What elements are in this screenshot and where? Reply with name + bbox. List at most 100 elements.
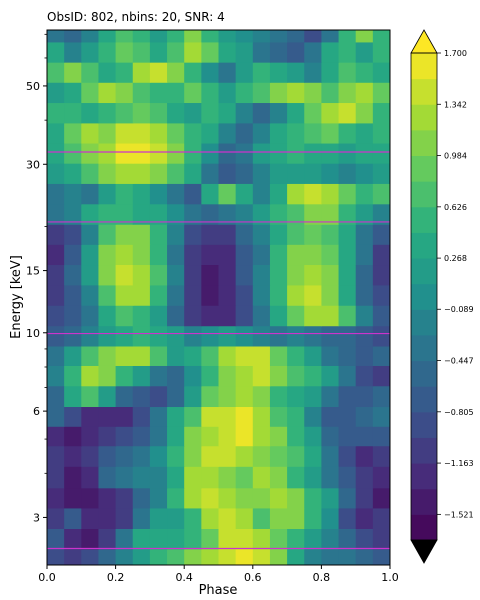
heatmap-cell [338, 142, 357, 164]
heatmap-cell [47, 528, 65, 550]
heatmap-cell [218, 365, 237, 387]
heatmap-cell [115, 528, 134, 550]
heatmap-cell [64, 224, 82, 245]
heatmap-cell [338, 426, 357, 447]
heatmap-cell [321, 445, 340, 467]
heatmap-cell [269, 284, 288, 306]
heatmap-cell [98, 102, 117, 124]
heatmap-cell [64, 41, 82, 63]
heatmap-cell [355, 224, 374, 245]
heatmap-cell [132, 528, 151, 550]
heatmap-cell [235, 487, 254, 509]
heatmap-cell [201, 507, 220, 529]
heatmap-cell [64, 548, 82, 565]
heatmap-cell [218, 264, 237, 286]
heatmap-cell [47, 507, 65, 529]
heatmap-cell [98, 183, 117, 205]
colorbar-level [411, 411, 437, 438]
heatmap-cell [338, 41, 357, 63]
colorbar-level [411, 258, 437, 285]
heatmap-cell [167, 142, 185, 164]
heatmap-cell [235, 445, 254, 467]
y-tick-label: 10 [26, 327, 40, 340]
heatmap-cell [252, 284, 271, 306]
heatmap-cell [287, 325, 305, 347]
heatmap-cell [287, 102, 305, 124]
heatmap-cell [115, 183, 134, 205]
heatmap-cell [47, 548, 65, 565]
heatmap-cell [132, 142, 151, 164]
heatmap-cell [115, 406, 134, 427]
heatmap-cell [167, 305, 185, 327]
heatmap-cell [132, 224, 151, 245]
heatmap-cell [201, 426, 220, 447]
heatmap-cell [115, 62, 134, 83]
heatmap-cell [304, 62, 322, 83]
heatmap-cell [304, 284, 322, 306]
heatmap-cell [47, 224, 65, 245]
heatmap-cell [372, 244, 390, 266]
heatmap-cell [355, 466, 374, 489]
heatmap-cell [64, 122, 82, 144]
heatmap-cell [269, 487, 288, 509]
heatmap-cell [167, 41, 185, 63]
heatmap-cell [321, 548, 340, 565]
colorbar-level [411, 104, 437, 131]
heatmap-cell [115, 325, 134, 347]
colorbar-tick-label: −0.805 [444, 408, 474, 417]
x-tick-label: 0.0 [38, 571, 56, 584]
heatmap-cell [149, 122, 168, 144]
heatmap-cell [115, 507, 134, 529]
heatmap-cell [252, 183, 271, 205]
heatmap-cell [218, 426, 237, 447]
heatmap-cell [184, 203, 202, 225]
heatmap-cell [167, 244, 185, 266]
heatmap-cell [355, 548, 374, 565]
heatmap-cell [115, 244, 134, 266]
heatmap-cell [64, 466, 82, 489]
heatmap-cell [47, 203, 65, 225]
heatmap-cell [184, 163, 202, 184]
heatmap-cell [64, 183, 82, 205]
heatmap-cell [321, 365, 340, 387]
heatmap-cell [98, 385, 117, 408]
heatmap-cell [47, 102, 65, 124]
heatmap-cell [81, 426, 100, 447]
heatmap-cell [98, 365, 117, 387]
heatmap-cell [47, 41, 65, 63]
heatmap-cell [235, 122, 254, 144]
heatmap-cell [98, 507, 117, 529]
heatmap-cell [184, 284, 202, 306]
heatmap-cell [115, 466, 134, 489]
heatmap-cell [252, 224, 271, 245]
heatmap-cell [269, 325, 288, 347]
colorbar-tick-label: −1.521 [444, 510, 474, 519]
heatmap-cell [355, 82, 374, 104]
heatmap-cell [372, 345, 390, 366]
heatmap-cell [287, 426, 305, 447]
heatmap-cell [287, 142, 305, 164]
heatmap-cell [235, 41, 254, 63]
heatmap-cell [218, 487, 237, 509]
heatmap-cell [201, 203, 220, 225]
heatmap-cell [355, 528, 374, 550]
heatmap-cell [304, 487, 322, 509]
heatmap-cell [269, 426, 288, 447]
x-axis: 0.0 0.2 0.4 0.6 0.8 1.0 [38, 565, 399, 584]
y-tick-label: 15 [26, 265, 40, 278]
heatmap-cell [149, 82, 168, 104]
heatmap-cell [47, 426, 65, 447]
heatmap-cell [287, 365, 305, 387]
heatmap-cell [184, 41, 202, 63]
heatmap-cell [149, 62, 168, 83]
heatmap-cell [81, 345, 100, 366]
heatmap-cell [184, 345, 202, 366]
heatmap-cell [338, 163, 357, 184]
colorbar-tick-label: −1.163 [444, 459, 474, 468]
heatmap-cell [115, 163, 134, 184]
heatmap-cell [252, 62, 271, 83]
heatmap-cell [149, 548, 168, 565]
heatmap-cell [167, 487, 185, 509]
heatmap-cell [321, 426, 340, 447]
heatmap-cell [201, 264, 220, 286]
